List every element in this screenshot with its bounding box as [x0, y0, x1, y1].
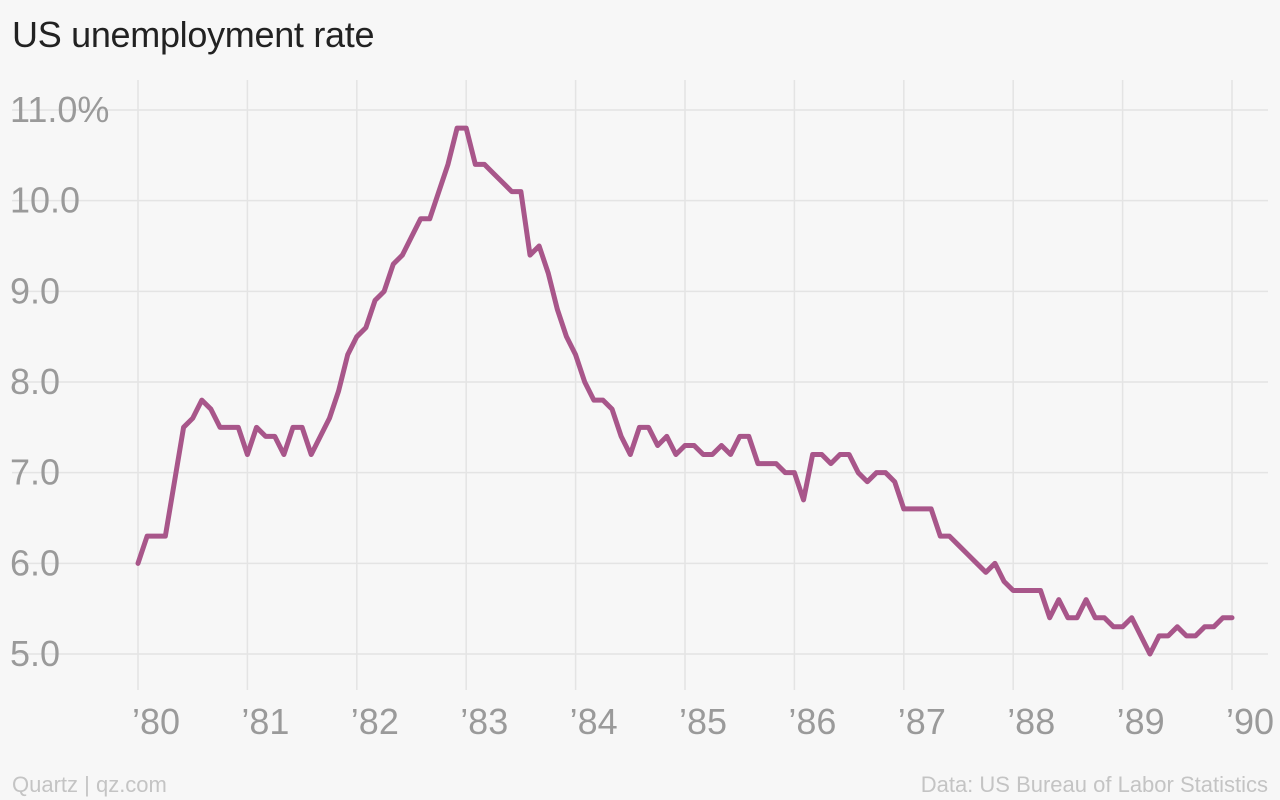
x-tick-label: ’85 [679, 701, 727, 742]
y-tick-label: 7.0 [10, 452, 60, 493]
x-tick-label: ’86 [788, 701, 836, 742]
x-tick-label: ’87 [898, 701, 946, 742]
x-axis-ticks: ’80 ’81 ’82 ’83 ’84 ’85 ’86 ’87 ’88 ’89 ’90 [132, 701, 1274, 742]
x-tick-label: ’84 [570, 701, 618, 742]
unemployment-rate-line [135, 125, 1235, 657]
y-tick-label: 5.0 [10, 633, 60, 674]
y-tick-label: 8.0 [10, 361, 60, 402]
x-tick-label: ’90 [1226, 701, 1274, 742]
x-tick-label: ’89 [1117, 701, 1165, 742]
chart-title: US unemployment rate [12, 14, 375, 55]
x-tick-label: ’80 [132, 701, 180, 742]
x-tick-label: ’88 [1007, 701, 1055, 742]
y-tick-label: 10.0 [10, 180, 80, 221]
data-source-note: Data: US Bureau of Labor Statistics [920, 772, 1268, 797]
y-axis-ticks: 11.0% 10.0 9.0 8.0 7.0 6.0 5.0 [10, 89, 109, 674]
x-tick-label: ’82 [351, 701, 399, 742]
series-lines [135, 125, 1235, 657]
x-tick-label: ’83 [460, 701, 508, 742]
y-tick-label: 9.0 [10, 270, 60, 311]
x-tick-label: ’81 [241, 701, 289, 742]
source-credit: Quartz | qz.com [12, 772, 167, 797]
y-tick-label: 11.0% [10, 89, 109, 130]
gridlines [12, 80, 1268, 690]
y-tick-label: 6.0 [10, 542, 60, 583]
